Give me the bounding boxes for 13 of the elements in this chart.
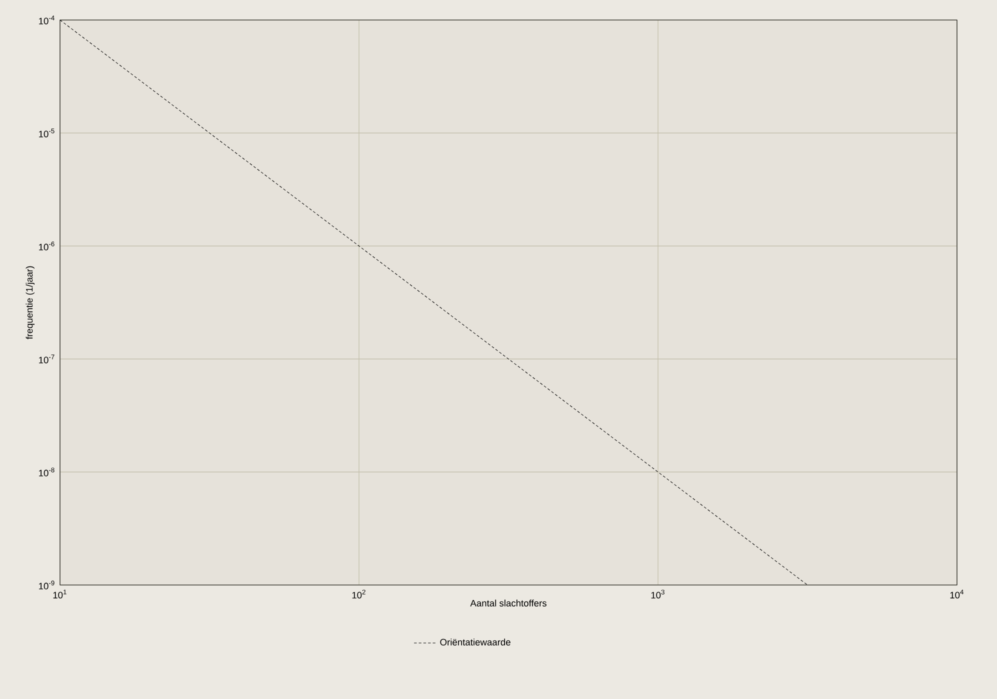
x-tick-label: 10$^{2}$ bbox=[352, 590, 366, 598]
x-axis-title: Aantal slachtoffers bbox=[470, 600, 546, 606]
x-tick-label: 10$^{4}$ bbox=[950, 590, 964, 598]
x-tick-label: 10$^{3}$ bbox=[651, 590, 664, 598]
legend-label: Oriëntatiewaarde bbox=[440, 638, 510, 646]
y-tick-label: 10$^{-5}$ bbox=[39, 128, 54, 138]
y-axis-title: frequentie (1/jaar) bbox=[26, 266, 35, 340]
x-tick-label: 10$^{1}$ bbox=[53, 590, 66, 598]
y-tick-label: 10$^{-4}$ bbox=[39, 16, 54, 24]
y-tick-label: 10$^{-6}$ bbox=[39, 242, 54, 250]
y-tick-label: 10$^{-9}$ bbox=[39, 580, 54, 590]
y-tick-label: 10$^{-8}$ bbox=[39, 468, 54, 476]
y-tick-label: 10$^{-7}$ bbox=[39, 354, 54, 364]
